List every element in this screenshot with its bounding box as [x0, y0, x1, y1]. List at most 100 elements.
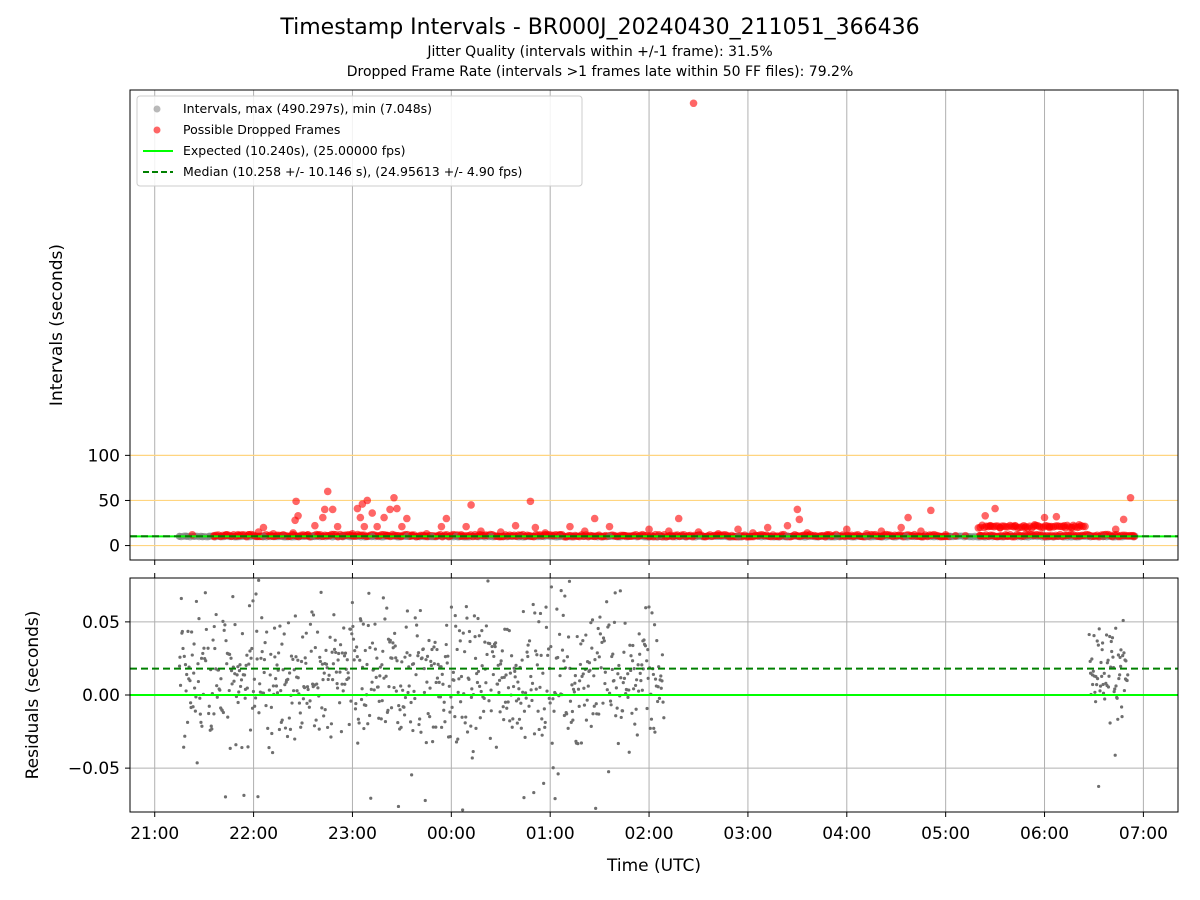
residual-point [508, 671, 512, 675]
residual-point [1115, 696, 1119, 700]
residual-point [215, 684, 219, 688]
residual-point [257, 578, 261, 582]
residual-point [1121, 618, 1125, 623]
dropped-frame-point [941, 530, 950, 539]
residual-point [265, 569, 268, 572]
residual-point [355, 645, 359, 649]
dropped-frame-point [763, 523, 772, 532]
residual-point [559, 589, 563, 593]
residual-point [369, 687, 373, 691]
residual-point [358, 658, 362, 662]
residual-point [638, 652, 642, 656]
residual-point [223, 623, 227, 627]
residual-point [340, 682, 344, 686]
residual-point [1110, 649, 1114, 654]
residual-point [595, 651, 599, 655]
residual-point [290, 701, 294, 705]
residual-point [543, 720, 547, 725]
residual-point [271, 684, 275, 688]
residual-point [510, 725, 514, 729]
residual-point [361, 622, 365, 626]
residual-point [365, 662, 369, 667]
residual-point [201, 651, 205, 656]
residual-point [494, 745, 498, 749]
residual-point [229, 669, 234, 673]
residual-point [408, 653, 412, 657]
residual-point [584, 633, 588, 637]
residual-point [270, 750, 275, 755]
residual-point [610, 667, 614, 672]
residual-point [266, 726, 270, 730]
residual-point [519, 701, 523, 705]
residual-point [368, 713, 372, 718]
residual-point [633, 722, 637, 726]
residual-point [285, 734, 290, 739]
residual-point [197, 617, 201, 621]
residual-point [576, 742, 580, 746]
residual-point [538, 611, 543, 616]
residual-point [334, 650, 338, 655]
residual-point [391, 641, 395, 645]
residual-point [1102, 671, 1106, 675]
residual-point [356, 741, 360, 745]
residual-point [605, 688, 609, 692]
residual-point [335, 682, 339, 686]
residual-point [445, 623, 449, 627]
residual-point [1120, 715, 1124, 719]
residual-point [307, 819, 310, 822]
residual-point [459, 700, 463, 704]
residual-point [601, 701, 605, 705]
residual-point [224, 639, 228, 643]
x-tick-label: 03:00 [723, 824, 772, 844]
residual-point [512, 666, 516, 670]
residual-point [322, 671, 326, 675]
residual-point [436, 662, 440, 667]
residual-point [430, 647, 434, 652]
residual-point [327, 673, 331, 677]
residual-point [373, 622, 377, 626]
residual-point [347, 722, 351, 727]
residual-point [645, 659, 649, 663]
residual-point [242, 673, 247, 677]
residual-point [420, 656, 424, 660]
residual-point [522, 795, 526, 800]
residual-point [572, 690, 576, 694]
residual-point [496, 663, 500, 667]
residual-point [259, 656, 263, 660]
x-tick-label: 22:00 [229, 824, 278, 844]
residual-point [179, 596, 183, 601]
residual-point [657, 696, 662, 700]
residual-point [366, 623, 370, 628]
residual-point [350, 632, 354, 636]
residual-point [576, 687, 581, 691]
residual-point [283, 683, 287, 687]
dropped-frame-point [526, 497, 535, 506]
residual-point [442, 708, 446, 712]
residual-point [293, 737, 297, 741]
residual-point [592, 674, 596, 678]
residual-point [455, 647, 459, 652]
residual-point [403, 695, 408, 700]
residual-point [532, 790, 536, 795]
dropped-frame-point [222, 530, 230, 539]
residual-point [485, 652, 489, 657]
residual-point [1097, 784, 1101, 789]
residual-point [418, 608, 422, 613]
residual-point [605, 600, 609, 604]
residuals-y-tick-label: 0.00 [82, 686, 120, 706]
residual-point [286, 621, 291, 625]
residual-point [451, 670, 455, 674]
residual-point [1100, 648, 1104, 652]
residual-point [238, 684, 243, 689]
residual-point [409, 700, 413, 705]
residual-point [565, 712, 569, 716]
dropped-frame-point [496, 528, 505, 536]
residual-point [279, 689, 283, 693]
residual-point [316, 686, 320, 690]
residual-point [251, 689, 256, 694]
residual-point [319, 590, 323, 594]
x-axis-label: Time (UTC) [606, 856, 701, 876]
residual-point [191, 705, 195, 709]
residual-point [1116, 717, 1120, 721]
